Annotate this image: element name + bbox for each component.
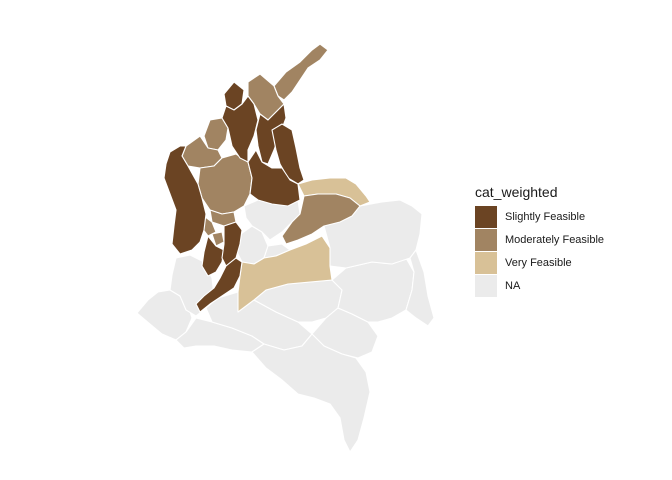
legend-swatch-moderately-feasible xyxy=(475,228,497,251)
legend-title: cat_weighted xyxy=(475,184,558,200)
region-norte-de-santander[interactable] xyxy=(271,123,305,185)
region-valle-del-cauca[interactable] xyxy=(201,235,225,277)
legend-label-very-feasible: Very Feasible xyxy=(505,256,572,269)
legend-label-slightly-feasible: Slightly Feasible xyxy=(505,210,586,223)
legend-item-na: NA xyxy=(475,274,655,297)
legend-swatch-slightly-feasible xyxy=(475,205,497,228)
region-la-guajira[interactable] xyxy=(273,43,329,101)
legend-item-very-feasible: Very Feasible xyxy=(475,251,655,274)
region-meta[interactable] xyxy=(237,235,333,313)
region-bolivar[interactable] xyxy=(221,95,259,163)
region-santander[interactable] xyxy=(247,149,301,207)
legend-swatch-very-feasible xyxy=(475,251,497,274)
region-choco[interactable] xyxy=(163,145,207,255)
legend-item-slightly-feasible: Slightly Feasible xyxy=(475,205,655,228)
legend-label-moderately-feasible: Moderately Feasible xyxy=(505,233,605,246)
region-casanare[interactable] xyxy=(281,193,361,245)
legend-label-na: NA xyxy=(505,279,521,292)
region-huila[interactable] xyxy=(195,257,243,313)
map-legend: cat_weighted Slightly Feasible Moderatel… xyxy=(475,182,655,297)
region-amazonas[interactable] xyxy=(251,333,371,453)
legend-item-moderately-feasible: Moderately Feasible xyxy=(475,228,655,251)
region-antioquia[interactable] xyxy=(197,153,253,215)
legend-swatch-na xyxy=(475,274,497,297)
region-vichada-east[interactable] xyxy=(405,249,435,327)
